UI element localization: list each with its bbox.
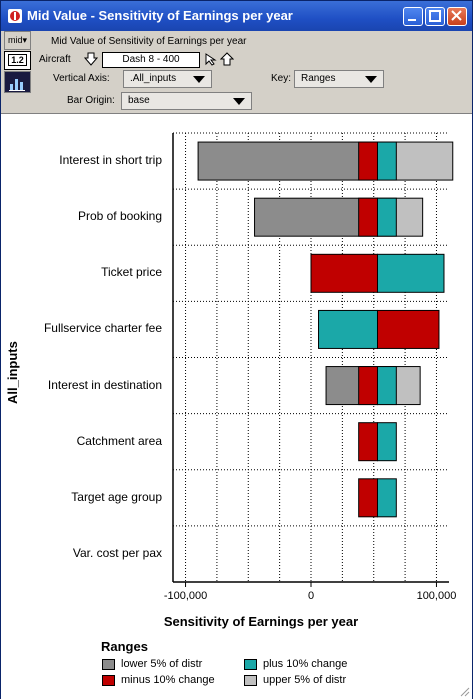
legend-label-upper-5: upper 5% of distr [263,674,347,686]
bar-plus-10-change [376,422,397,462]
category-label: Interest in short trip [59,153,162,168]
vertical-axis-dropdown[interactable]: .All_inputs [123,70,212,88]
bar-origin-value: base [128,95,150,106]
x-tick-label: -100,000 [163,590,208,602]
chevron-down-icon [365,76,377,83]
legend-label-plus-10: plus 10% change [263,658,348,670]
minimize-icon [408,19,416,21]
step-down-arrow-icon[interactable] [84,52,98,66]
bar-minus-10-change [358,422,378,462]
window-title: Mid Value - Sensitivity of Earnings per … [27,8,293,23]
step-cursor-icon[interactable] [204,52,218,66]
category-label: Var. cost per pax [72,545,162,560]
chevron-down-icon [233,98,245,105]
close-button[interactable] [447,7,467,26]
chart-area: All_inputs Interest in short trip Prob of… [1,113,472,699]
maximize-icon [429,10,441,22]
bar-minus-10-change [358,141,378,181]
view-heading: Mid Value of Sensitivity of Earnings per… [51,36,247,47]
table-view-button[interactable]: 1.2 [4,51,31,70]
mid-view-selector[interactable]: mid▾ [4,31,31,50]
legend-swatch-plus-10 [244,659,257,670]
bar-origin-label: Bar Origin: [67,95,115,106]
aircraft-value-field[interactable]: Dash 8 - 400 [102,52,200,68]
maximize-button[interactable] [425,7,445,26]
legend-label-minus-10: minus 10% change [121,674,215,686]
bar-plus-10-change [376,478,397,518]
minimize-button[interactable] [403,7,423,26]
close-icon [451,10,462,21]
x-tick-label: 0 [307,590,315,602]
step-up-icon[interactable] [220,52,234,66]
bar-minus-10-change [358,197,378,237]
bar-plus-10-change [376,366,397,406]
tornado-chart [172,132,454,587]
bar-plus-10-change [376,253,445,293]
bar-lower-5-of-distr [197,141,378,181]
table-view-label: 1.2 [8,54,27,66]
bar-plus-10-change [376,141,397,181]
category-label: Prob of booking [77,209,162,224]
category-label: Target age group [71,489,162,504]
category-label: Interest in destination [47,377,162,392]
bar-minus-10-change [358,366,378,406]
legend-label-lower-5: lower 5% of distr [121,658,203,670]
key-label: Key: [271,73,292,84]
category-label: Catchment area [76,433,162,448]
legend-title: Ranges [101,639,148,654]
toolbar: mid▾ 1.2 Mid Value of Sensitivity of Ear… [1,31,472,113]
category-label: Fullservice charter fee [43,321,162,336]
title-bar[interactable]: Mid Value - Sensitivity of Earnings per … [1,1,472,31]
vertical-axis-label: Vertical Axis: [53,73,110,84]
legend-swatch-upper-5 [244,675,257,686]
vertical-axis-value: .All_inputs [130,73,177,84]
x-axis-title: Sensitivity of Earnings per year [163,614,359,629]
bar-chart-icon [9,79,25,91]
mid-label: mid [7,35,23,45]
bar-minus-10-change [310,253,378,293]
chevron-down-icon [193,76,205,83]
key-value: Ranges [301,73,336,84]
bar-minus-10-change [358,478,378,518]
app-icon [8,9,22,23]
category-label: Ticket price [101,265,162,280]
graph-view-button[interactable] [4,71,31,93]
bar-plus-10-change [376,197,397,237]
bar-minus-10-change [376,309,440,349]
aircraft-label: Aircraft [39,54,71,65]
bar-origin-dropdown[interactable]: base [121,92,252,110]
key-dropdown[interactable]: Ranges [294,70,384,88]
resize-grip-icon[interactable] [458,685,470,697]
x-tick-label: 100,000 [416,590,457,602]
bar-plus-10-change [318,309,378,349]
legend-swatch-lower-5 [102,659,115,670]
legend-swatch-minus-10 [102,675,115,686]
